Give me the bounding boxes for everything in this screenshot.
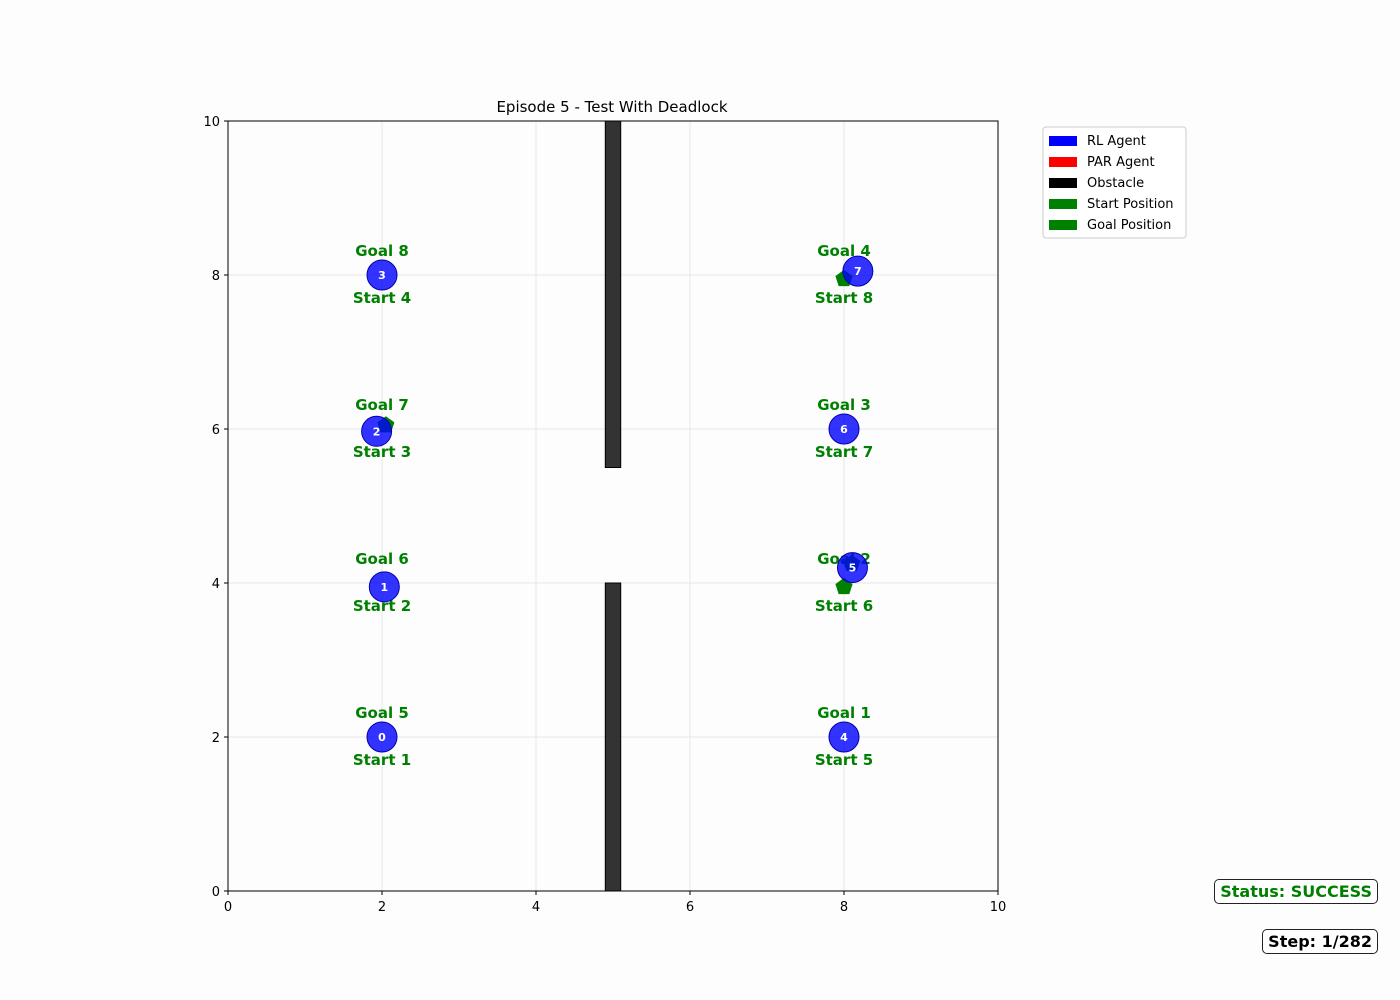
- start-label: Start 7: [815, 443, 873, 461]
- start-label: Start 6: [815, 597, 873, 615]
- y-tick-label: 10: [203, 115, 220, 130]
- chart-title: Episode 5 - Test With Deadlock: [496, 98, 727, 116]
- legend-label: PAR Agent: [1087, 155, 1155, 170]
- legend-swatch: [1049, 199, 1077, 209]
- agent-id-label: 3: [378, 269, 386, 282]
- agent-id-label: 5: [849, 562, 857, 575]
- start-label: Start 1: [353, 751, 411, 769]
- y-tick-label: 6: [212, 423, 220, 438]
- start-label: Start 3: [353, 443, 411, 461]
- rl-agent: [366, 721, 398, 753]
- rl-agent: [828, 721, 860, 753]
- rl-agent: [361, 415, 393, 447]
- y-tick-label: 2: [212, 731, 220, 746]
- legend-label: Start Position: [1087, 197, 1174, 212]
- x-tick-label: 6: [686, 900, 694, 915]
- rl-agent: [836, 552, 868, 584]
- y-tick-label: 4: [212, 577, 220, 592]
- legend-swatch: [1049, 136, 1077, 146]
- legend-label: Goal Position: [1087, 218, 1171, 233]
- x-tick-label: 4: [532, 900, 540, 915]
- agent-id-label: 0: [378, 731, 386, 744]
- position-labels: Goal 5 Start 1 Goal 6 Start 2 Goal 7 Start 3 G…: [353, 242, 873, 769]
- agent-id-label: 7: [854, 265, 862, 278]
- legend-label: Obstacle: [1087, 176, 1144, 191]
- goal-label: Goal 6: [355, 550, 409, 568]
- rl-agent: [368, 571, 400, 603]
- legend-swatch: [1049, 157, 1077, 167]
- x-tick-label: 10: [990, 900, 1007, 915]
- legend: RL Agent PAR Agent Obstacle Start Position G…: [1042, 126, 1187, 239]
- plot-frame: [227, 120, 999, 892]
- x-tick-label: 2: [378, 900, 386, 915]
- goal-label: Goal 4: [817, 242, 871, 260]
- agent-id-label: 2: [373, 425, 381, 438]
- start-label: Start 2: [353, 597, 411, 615]
- goal-label: Goal 5: [355, 704, 409, 722]
- agent-id-label: 6: [840, 423, 848, 436]
- legend-label: RL Agent: [1087, 134, 1146, 149]
- goal-label: Goal 1: [817, 704, 871, 722]
- step-counter: Step: 1/282: [1262, 929, 1378, 954]
- y-tick-label: 0: [212, 885, 220, 900]
- legend-swatch: [1049, 178, 1077, 188]
- rl-agent: [842, 255, 874, 287]
- start-label: Start 8: [815, 289, 873, 307]
- goal-label: Goal 7: [355, 396, 409, 414]
- x-tick-label: 8: [840, 900, 848, 915]
- y-tick-label: 8: [212, 269, 220, 284]
- agent-id-label: 1: [380, 581, 388, 594]
- status-badge: Status: SUCCESS: [1214, 879, 1378, 904]
- rl-agent: [828, 413, 860, 445]
- obstacles: [604, 120, 622, 892]
- obstacle-wall: [604, 582, 622, 892]
- legend-box: [1042, 126, 1187, 239]
- legend-swatch: [1049, 220, 1077, 230]
- agent-id-label: 4: [840, 731, 848, 744]
- goal-label: Goal 3: [817, 396, 871, 414]
- x-tick-label: 0: [224, 900, 232, 915]
- rl-agent: [366, 259, 398, 291]
- start-label: Start 4: [353, 289, 411, 307]
- obstacle-wall: [604, 120, 622, 468]
- goal-label: Goal 8: [355, 242, 409, 260]
- start-label: Start 5: [815, 751, 873, 769]
- agents: 0 1 2 3 4 5 6 7: [361, 255, 874, 753]
